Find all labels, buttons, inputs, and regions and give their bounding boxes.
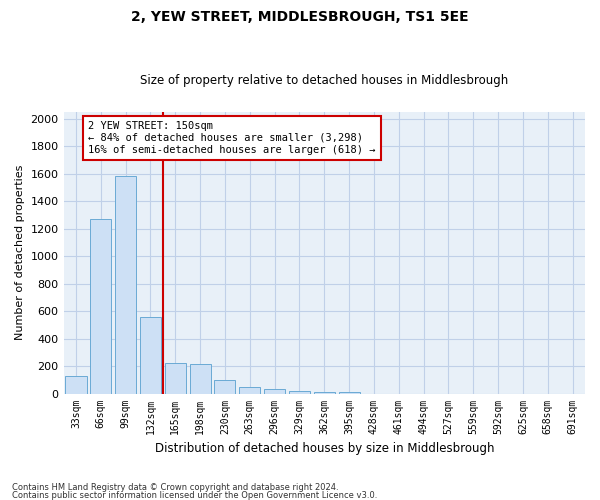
Text: Contains HM Land Registry data © Crown copyright and database right 2024.: Contains HM Land Registry data © Crown c… xyxy=(12,484,338,492)
Text: 2 YEW STREET: 150sqm
← 84% of detached houses are smaller (3,298)
16% of semi-de: 2 YEW STREET: 150sqm ← 84% of detached h… xyxy=(88,122,376,154)
Bar xyxy=(338,392,359,394)
Bar xyxy=(65,376,86,394)
Bar xyxy=(165,364,186,394)
Bar xyxy=(115,176,136,394)
Bar xyxy=(140,316,161,394)
Bar xyxy=(289,392,310,394)
Text: Contains public sector information licensed under the Open Government Licence v3: Contains public sector information licen… xyxy=(12,490,377,500)
X-axis label: Distribution of detached houses by size in Middlesbrough: Distribution of detached houses by size … xyxy=(155,442,494,455)
Text: 2, YEW STREET, MIDDLESBROUGH, TS1 5EE: 2, YEW STREET, MIDDLESBROUGH, TS1 5EE xyxy=(131,10,469,24)
Bar xyxy=(314,392,335,394)
Bar xyxy=(190,364,211,394)
Bar xyxy=(90,219,112,394)
Y-axis label: Number of detached properties: Number of detached properties xyxy=(15,165,25,340)
Bar xyxy=(264,390,285,394)
Bar xyxy=(239,388,260,394)
Title: Size of property relative to detached houses in Middlesbrough: Size of property relative to detached ho… xyxy=(140,74,508,87)
Bar xyxy=(214,380,235,394)
